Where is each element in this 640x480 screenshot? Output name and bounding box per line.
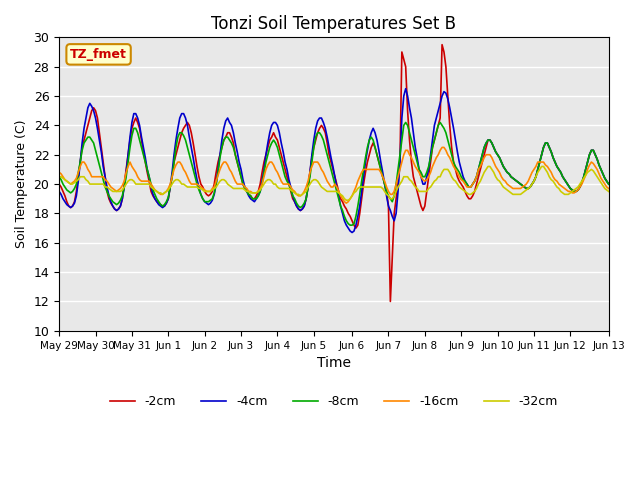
-32cm <box>103 184 111 190</box>
-4cm <box>55 189 63 194</box>
-16cm <box>561 186 568 192</box>
-2cm <box>387 299 394 304</box>
-2cm <box>333 181 340 187</box>
X-axis label: Time: Time <box>317 356 351 370</box>
Line: -32cm: -32cm <box>59 167 609 200</box>
-32cm <box>605 189 612 194</box>
-2cm <box>530 178 538 184</box>
-4cm <box>348 229 356 235</box>
Title: Tonzi Soil Temperatures Set B: Tonzi Soil Temperatures Set B <box>211 15 456 33</box>
-32cm <box>484 164 492 169</box>
-4cm <box>543 140 551 146</box>
-8cm <box>346 222 354 228</box>
-8cm <box>561 177 568 182</box>
-16cm <box>605 186 612 192</box>
-8cm <box>103 189 111 194</box>
Line: -4cm: -4cm <box>59 89 609 232</box>
-4cm <box>530 178 538 184</box>
-16cm <box>55 169 63 175</box>
-2cm <box>55 181 63 187</box>
-4cm <box>333 184 340 190</box>
Text: TZ_fmet: TZ_fmet <box>70 48 127 61</box>
-8cm <box>520 184 528 190</box>
-32cm <box>342 197 350 203</box>
Line: -2cm: -2cm <box>59 45 609 301</box>
-4cm <box>605 181 612 187</box>
Line: -8cm: -8cm <box>59 122 609 225</box>
-16cm <box>333 184 340 190</box>
Line: -16cm: -16cm <box>59 147 609 203</box>
-8cm <box>530 178 538 184</box>
-8cm <box>605 181 612 187</box>
-8cm <box>402 120 410 125</box>
-8cm <box>543 140 551 146</box>
-2cm <box>103 189 111 194</box>
-16cm <box>543 164 551 169</box>
Legend: -2cm, -4cm, -8cm, -16cm, -32cm: -2cm, -4cm, -8cm, -16cm, -32cm <box>105 390 563 413</box>
-4cm <box>561 177 568 182</box>
-2cm <box>561 177 568 182</box>
-32cm <box>530 178 538 184</box>
-2cm <box>520 184 528 190</box>
-16cm <box>520 183 528 189</box>
-16cm <box>438 144 446 150</box>
-16cm <box>342 200 350 206</box>
-32cm <box>543 169 551 175</box>
-2cm <box>438 42 446 48</box>
-2cm <box>605 181 612 187</box>
-16cm <box>103 178 111 184</box>
-2cm <box>543 140 551 146</box>
-32cm <box>561 192 568 197</box>
-32cm <box>520 189 528 194</box>
-8cm <box>55 174 63 180</box>
-4cm <box>520 184 528 190</box>
-32cm <box>55 174 63 180</box>
-32cm <box>333 189 340 194</box>
-4cm <box>103 184 111 190</box>
-16cm <box>530 167 538 172</box>
Y-axis label: Soil Temperature (C): Soil Temperature (C) <box>15 120 28 248</box>
-4cm <box>402 86 410 92</box>
-8cm <box>333 189 340 194</box>
